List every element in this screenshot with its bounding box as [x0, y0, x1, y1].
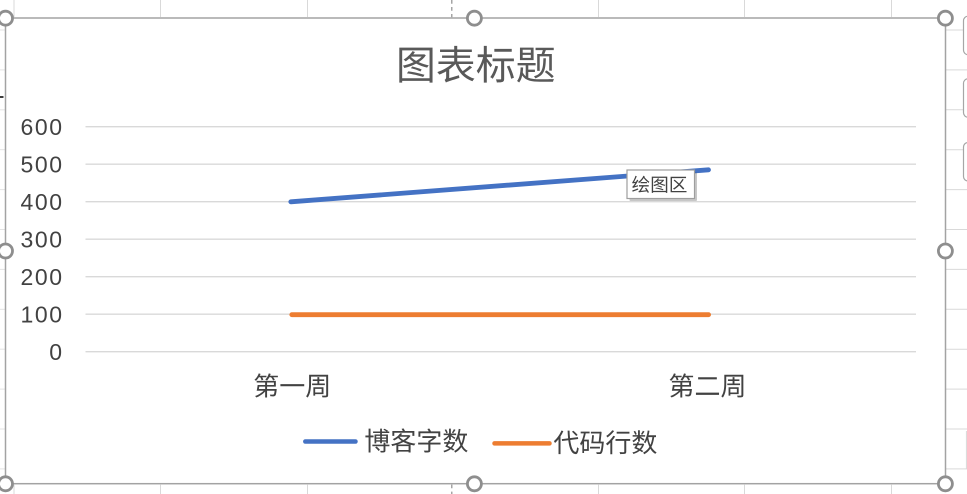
svg-text:600: 600	[21, 114, 64, 140]
svg-text:100: 100	[21, 302, 64, 328]
svg-text:300: 300	[21, 227, 64, 253]
svg-text:200: 200	[21, 264, 64, 290]
svg-text:400: 400	[21, 189, 64, 215]
svg-text:0: 0	[49, 339, 63, 365]
svg-text:500: 500	[21, 152, 64, 178]
